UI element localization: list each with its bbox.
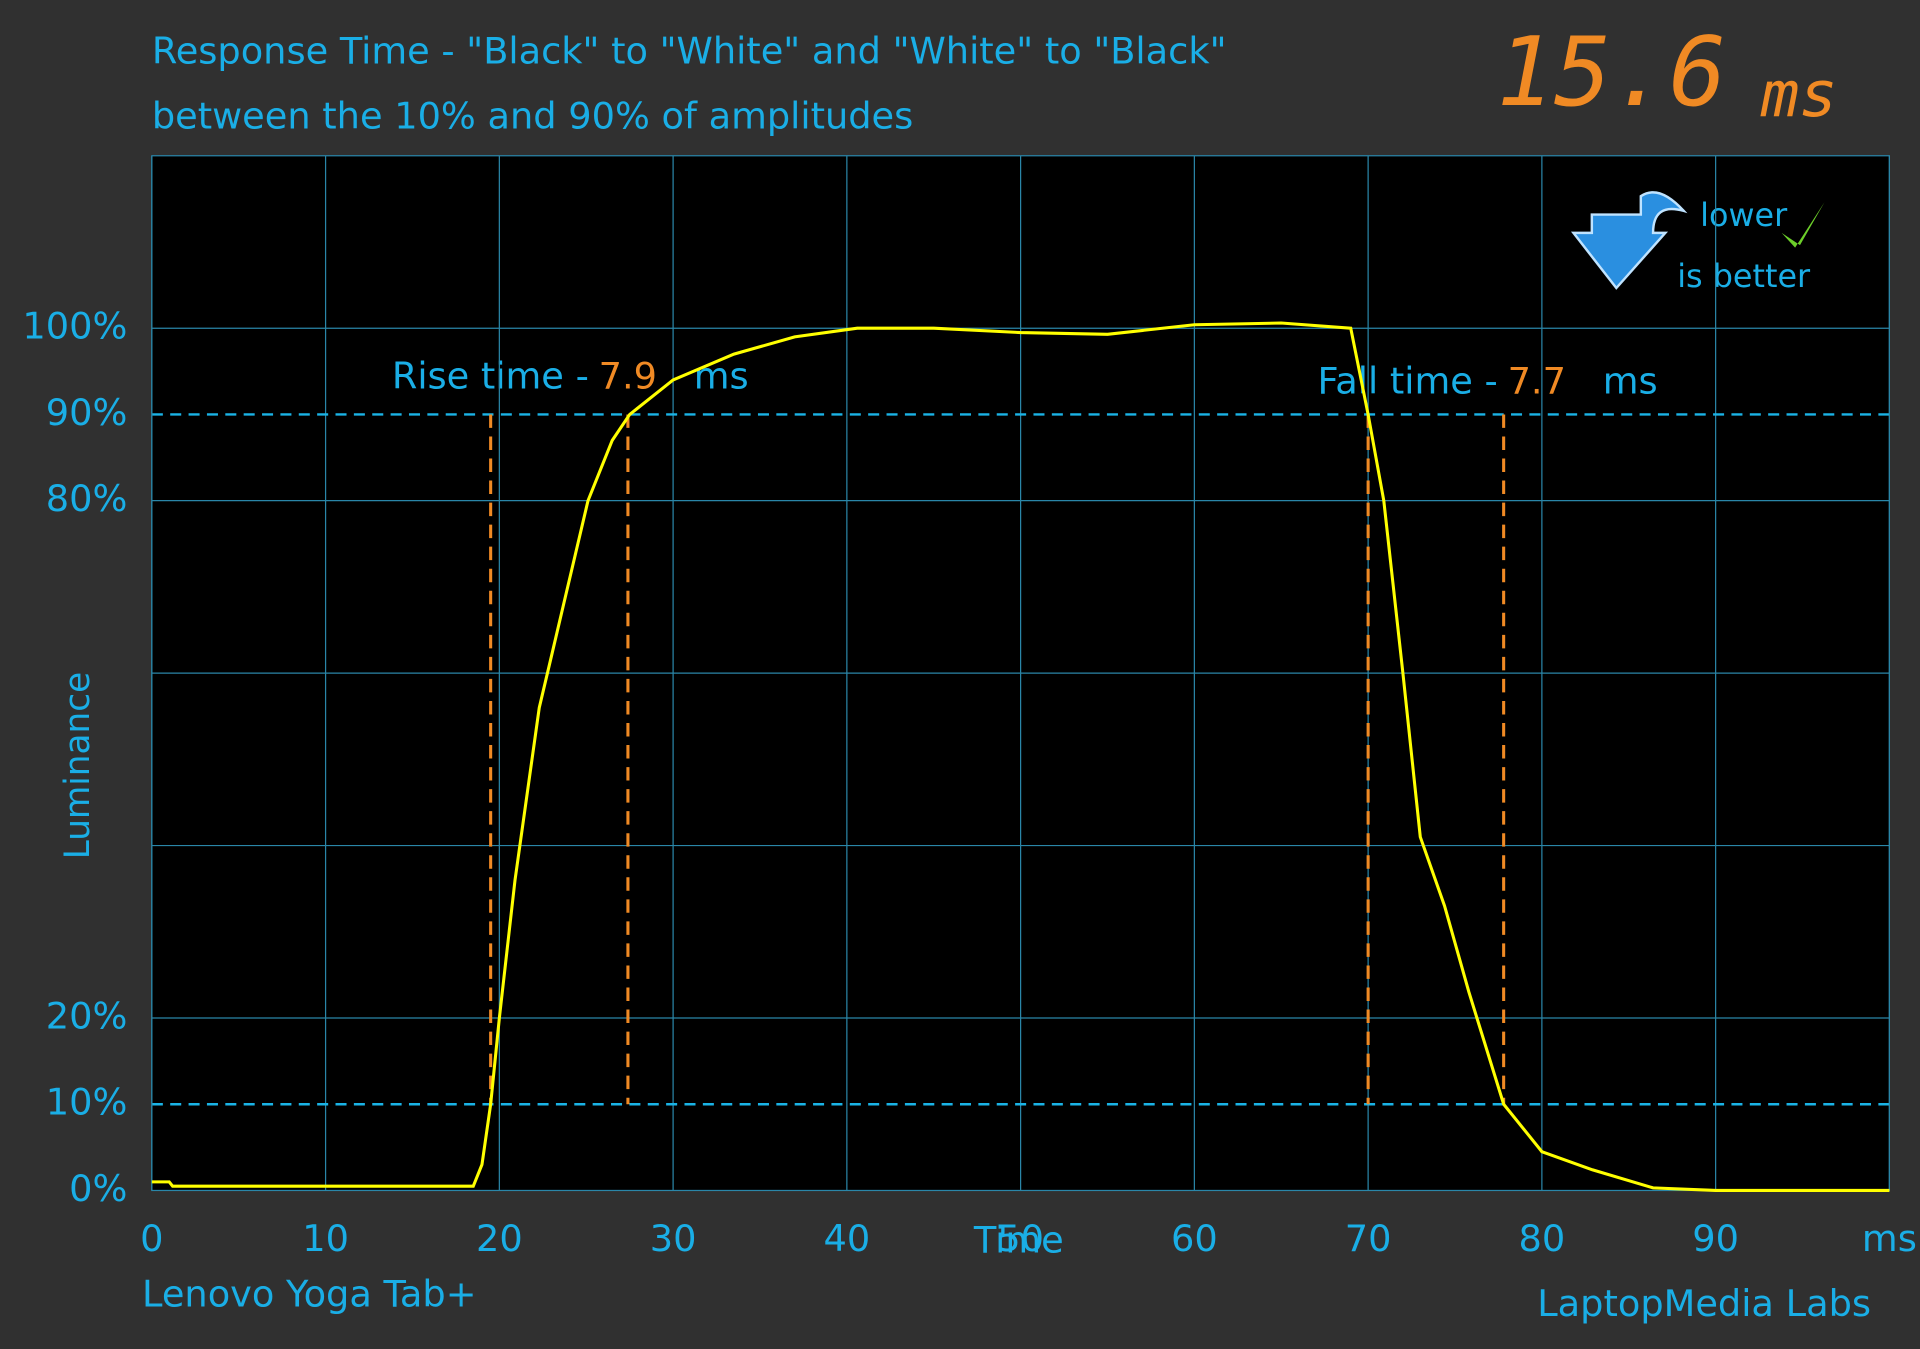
y-tick-label: 20% (46, 995, 128, 1038)
total-value: 15.6 (1497, 16, 1727, 128)
source: LaptopMedia Labs (1537, 1282, 1871, 1325)
x-tick-label: 20 (476, 1217, 523, 1260)
data-line (151, 321, 1890, 1192)
y-axis-label: Luminance (58, 672, 98, 859)
fall-text: Fall time - (1318, 359, 1498, 402)
rise-label: Rise time -7.9 ms (392, 354, 749, 397)
rise-text: Rise time - (392, 354, 589, 397)
x-axis-label: Time (973, 1218, 1064, 1261)
x-tick-label: 40 (823, 1217, 870, 1260)
device-name: Lenovo Yoga Tab+ (142, 1272, 476, 1315)
plot-frame (151, 155, 1890, 1192)
y-tick-label: 90% (46, 391, 128, 434)
better-arrow (1570, 191, 1688, 290)
chart-title: Response Time - "Black" to "White" and "… (152, 29, 1227, 72)
x-tick-label: 30 (650, 1217, 697, 1260)
y-tick-label: 10% (46, 1081, 128, 1124)
y-tick-label: 0% (69, 1167, 127, 1210)
x-tick-label: 0 (140, 1217, 163, 1260)
rise-value: 7.9 (599, 354, 657, 397)
x-tick-label: 60 (1171, 1217, 1218, 1260)
fall-value: 7.7 (1508, 359, 1566, 402)
badge-line: is better (1677, 257, 1811, 295)
x-tick-label: 10 (302, 1217, 349, 1260)
check-mark (1781, 202, 1825, 248)
y-tick-label: 100% (22, 305, 127, 348)
x-tick-label: 80 (1519, 1217, 1566, 1260)
x-tick-label: 50 (997, 1217, 1044, 1260)
fall-label: Fall time -7.7 ms (1318, 359, 1658, 402)
x-tick-label: 90 (1692, 1217, 1739, 1260)
y-tick-label: 80% (46, 477, 128, 520)
chart-subtitle: between the 10% and 90% of amplitudes (152, 94, 913, 137)
total-unit: ms (1760, 58, 1838, 132)
x-tick-label: 70 (1345, 1217, 1392, 1260)
badge-line: lower (1700, 196, 1788, 234)
fall-unit: ms (1603, 359, 1658, 402)
x-tick-label: ms (1862, 1217, 1917, 1260)
